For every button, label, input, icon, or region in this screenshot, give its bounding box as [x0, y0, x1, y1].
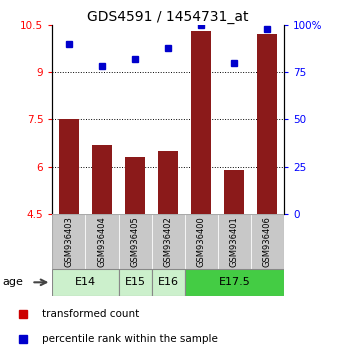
- Text: GSM936404: GSM936404: [97, 216, 106, 267]
- Bar: [224, 170, 244, 214]
- Text: GSM936405: GSM936405: [130, 216, 140, 267]
- Bar: [125, 157, 145, 214]
- Bar: [258, 34, 277, 214]
- Text: E14: E14: [75, 277, 96, 287]
- Text: GSM936401: GSM936401: [230, 216, 239, 267]
- Bar: [59, 119, 79, 214]
- Bar: [191, 31, 211, 214]
- Bar: [119, 269, 152, 296]
- Bar: [218, 214, 251, 269]
- Text: GSM936403: GSM936403: [65, 216, 73, 267]
- Text: GSM936402: GSM936402: [164, 216, 173, 267]
- Text: GSM936406: GSM936406: [263, 216, 272, 267]
- Bar: [152, 214, 185, 269]
- Bar: [251, 214, 284, 269]
- Bar: [185, 214, 218, 269]
- Bar: [86, 214, 119, 269]
- Text: transformed count: transformed count: [43, 309, 140, 320]
- Text: GSM936400: GSM936400: [197, 216, 206, 267]
- Bar: [185, 269, 284, 296]
- Bar: [52, 214, 86, 269]
- Bar: [158, 151, 178, 214]
- Text: E17.5: E17.5: [218, 277, 250, 287]
- Text: E16: E16: [158, 277, 179, 287]
- Bar: [52, 269, 119, 296]
- Text: E15: E15: [125, 277, 146, 287]
- Bar: [119, 214, 152, 269]
- Text: age: age: [3, 277, 24, 287]
- Bar: [152, 269, 185, 296]
- Bar: [92, 145, 112, 214]
- Text: percentile rank within the sample: percentile rank within the sample: [43, 334, 218, 344]
- Title: GDS4591 / 1454731_at: GDS4591 / 1454731_at: [88, 10, 249, 24]
